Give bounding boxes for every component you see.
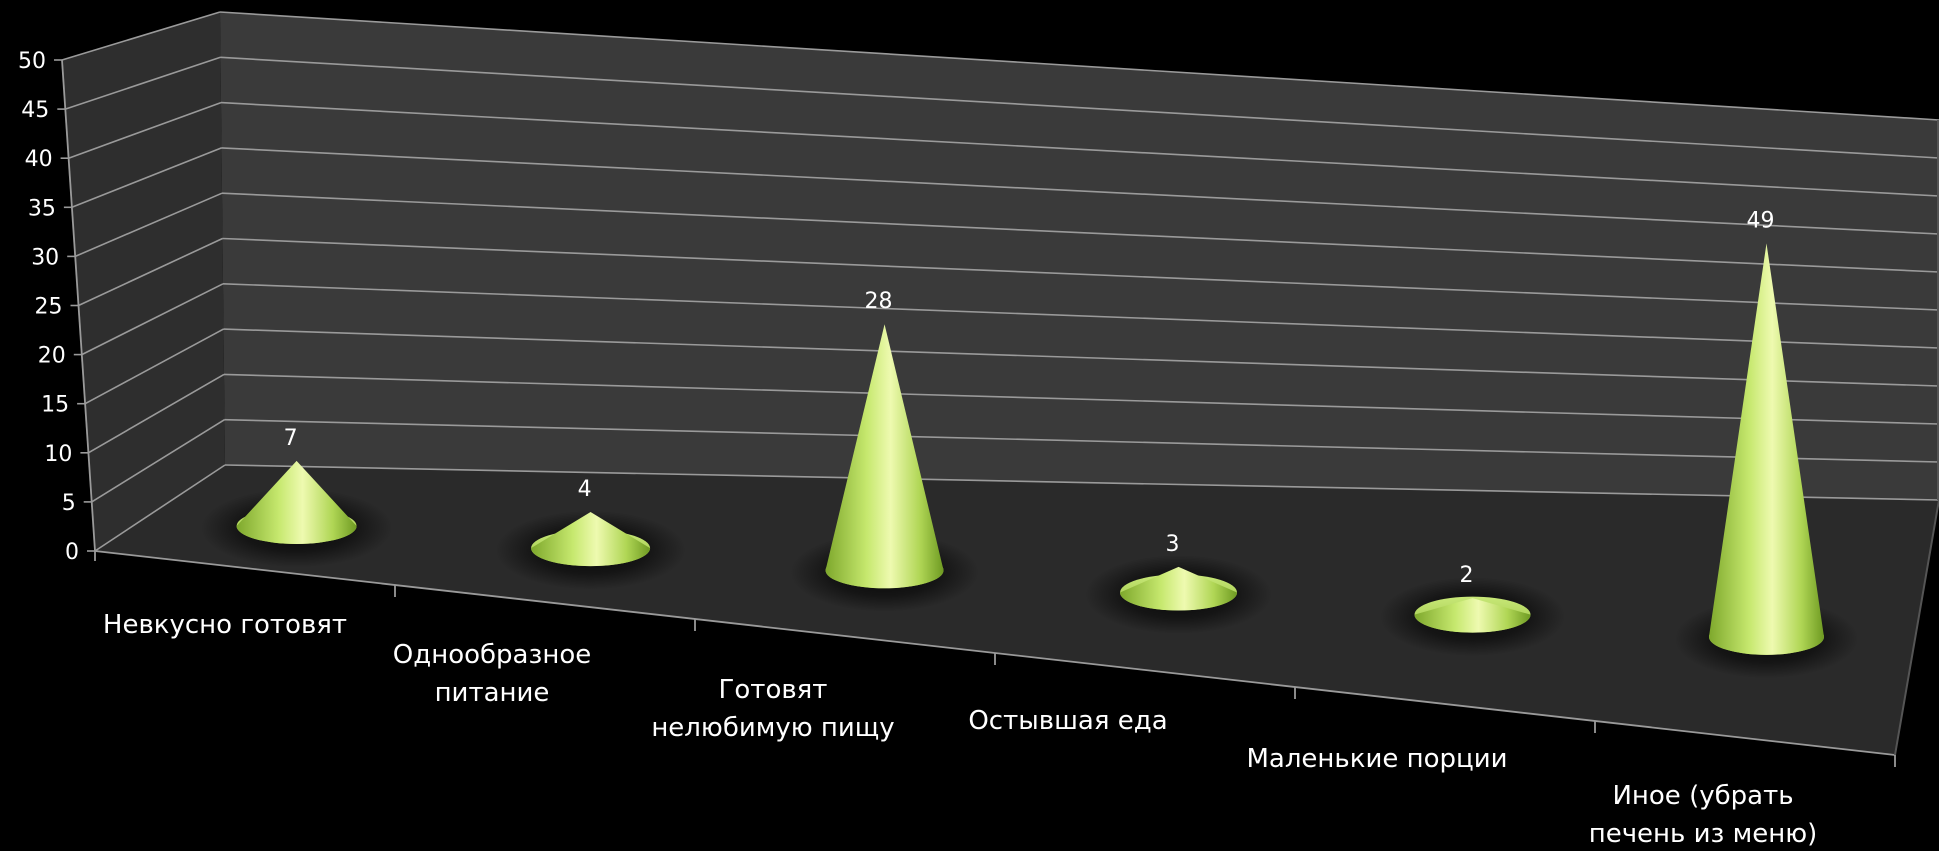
- cone-bar: [1120, 566, 1238, 611]
- data-label: 2: [1460, 563, 1474, 588]
- x-tick-label: Остывшая еда: [968, 706, 1167, 736]
- y-tick-label: 30: [31, 245, 59, 270]
- cone-bar: [1708, 243, 1824, 655]
- gridline-back: [224, 418, 1939, 463]
- gridline-back: [220, 101, 1939, 197]
- y-tick-label: 35: [28, 196, 56, 221]
- chart-walls: [62, 12, 1939, 755]
- x-tick-label: Готовят нелюбимую пищу: [651, 675, 894, 743]
- x-tick-label-line: Иное (убрать: [1612, 781, 1793, 811]
- gridline-side: [94, 464, 226, 552]
- gridline-back: [221, 192, 1939, 273]
- x-tick-label-line: Готовят: [719, 675, 828, 705]
- back-wall: [220, 12, 1939, 500]
- gridline-back: [224, 464, 1939, 501]
- x-tick-label-line: Невкусно готовят: [103, 610, 347, 640]
- floor-edge: [1894, 499, 1939, 756]
- gridline-side: [71, 147, 222, 209]
- gridline-side: [84, 328, 224, 405]
- gridline-side: [81, 283, 224, 356]
- x-tick-label-line: Остывшая еда: [968, 706, 1167, 736]
- x-tick-label-line: нелюбимую пищу: [651, 713, 894, 743]
- gridline-side: [65, 56, 221, 110]
- cone-bar: [236, 460, 357, 544]
- gridline-side: [91, 419, 225, 503]
- gridline-side: [68, 101, 222, 159]
- labels: 7 4 28 3 2 49 Невкусно готовят Однообразное пита…: [103, 208, 1817, 849]
- gridline-side: [74, 192, 223, 258]
- x-tick-label-line: Маленькие порции: [1246, 744, 1507, 774]
- data-label: 3: [1166, 532, 1180, 557]
- y-tick-label: 5: [62, 491, 76, 516]
- axes: 0 5 10 15 20 25 30 35 40 45 50: [18, 49, 1939, 767]
- cone-bar: [825, 324, 944, 589]
- cone-bar: [1414, 598, 1531, 633]
- y-tick-label: 40: [25, 147, 53, 172]
- x-tick-label: Маленькие порции: [1246, 744, 1507, 774]
- gridline-back: [219, 11, 1939, 121]
- x-tick-label-line: Однообразное: [393, 640, 591, 670]
- gridlines: [61, 11, 1939, 552]
- y-tick-label: 20: [38, 344, 66, 369]
- gridline-back: [222, 237, 1939, 311]
- x-tick-label: Иное (убрать печень из меню): [1589, 781, 1818, 849]
- gridline-side: [61, 11, 221, 61]
- y-tick-label: 0: [65, 540, 79, 565]
- x-tick-label-line: печень из меню): [1589, 819, 1818, 849]
- data-label: 4: [578, 477, 592, 502]
- y-axis-line: [61, 59, 96, 552]
- y-tick-label: 45: [21, 98, 49, 123]
- gridline-back: [222, 283, 1939, 349]
- gridline-back: [220, 56, 1939, 159]
- y-tick-label: 15: [41, 393, 69, 418]
- gridline-side: [87, 373, 225, 454]
- y-tick-label: 25: [35, 295, 63, 320]
- y-tick-label: 10: [44, 442, 72, 467]
- gridline-side: [78, 237, 223, 307]
- gridline-back: [223, 328, 1939, 387]
- data-label: 7: [284, 426, 298, 451]
- gridline-back: [221, 147, 1939, 235]
- x-tick-label: Однообразное питание: [393, 640, 591, 708]
- x-tick-label: Невкусно готовят: [103, 610, 347, 640]
- gridline-back: [223, 373, 1939, 425]
- data-label: 28: [865, 289, 893, 314]
- cone-bar: [531, 511, 651, 567]
- x-tick-label-line: питание: [435, 678, 550, 708]
- cones: [200, 243, 1859, 679]
- y-tick-label: 50: [18, 49, 46, 74]
- data-label: 49: [1746, 208, 1774, 233]
- side-wall: [62, 12, 225, 551]
